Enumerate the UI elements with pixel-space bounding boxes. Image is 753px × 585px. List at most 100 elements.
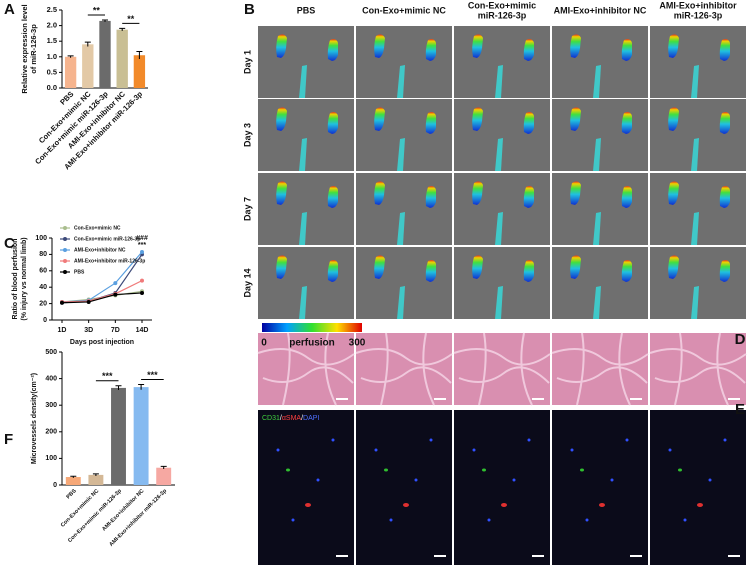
column-header: miR-126-3p (478, 10, 527, 20)
bar (88, 474, 104, 485)
y-tick-label: 60 (39, 268, 47, 275)
significance-label: ** (127, 14, 135, 24)
y-tick-label: 200 (45, 429, 57, 436)
y-tick-label: 0 (43, 317, 47, 324)
error-bar (84, 41, 91, 47)
marker (113, 281, 118, 286)
colorbar (262, 323, 362, 332)
column-header: AMI-Exo+inhibitor NC (554, 5, 647, 15)
y-tick-label: 0.5 (47, 67, 57, 76)
row-label: Day 7 (242, 197, 252, 221)
legend-marker (63, 270, 67, 274)
y-tick-label: 2.0 (47, 21, 57, 30)
x-axis-label: Days post injection (70, 339, 134, 346)
marker (86, 299, 91, 304)
error-bar (138, 383, 145, 390)
marker (140, 278, 144, 283)
significance-label: ** (93, 5, 101, 15)
stain-dapi: DAPI (303, 415, 319, 422)
column-header: Con-Exo+mimic NC (362, 5, 446, 15)
bar (82, 44, 94, 88)
bar (133, 387, 149, 485)
colorbar-min: 0 (261, 338, 267, 349)
y-axis-label: Relative expression level (20, 4, 29, 93)
marker (113, 292, 118, 297)
error-bar (160, 465, 167, 470)
error-bar (70, 475, 77, 478)
annotation: *** (138, 242, 146, 249)
y-tick-label: 500 (45, 349, 57, 356)
error-bar (102, 19, 108, 22)
legend-marker (63, 237, 67, 241)
panel-label: D (735, 331, 746, 348)
legend-marker (63, 259, 67, 263)
panel-label: B (244, 1, 255, 18)
row-label: Day 14 (242, 268, 252, 297)
significance-label: *** (147, 370, 158, 380)
bar (133, 55, 146, 88)
bar (111, 387, 126, 485)
y-tick-label: 1.5 (47, 36, 57, 45)
y-axis-label: Microvessels density(cm⁻²) (31, 373, 38, 464)
bar (99, 20, 111, 89)
column-header: Con-Exo+mimic (468, 0, 536, 10)
bar (65, 477, 81, 485)
y-tick-label: 80 (39, 251, 47, 258)
legend-label: AMI-Exo+inhibitor NC (74, 247, 126, 253)
series-line (61, 280, 143, 303)
y-tick-label: 1.0 (47, 52, 57, 61)
y-tick-label: 2.5 (47, 5, 57, 14)
y-tick-label: 100 (35, 235, 47, 242)
bar (156, 467, 172, 485)
y-tick-label: 0.0 (47, 83, 57, 92)
perfusion-images (258, 26, 746, 319)
stain-sep: / (301, 415, 303, 422)
series-line (61, 292, 143, 304)
stain-cd31: CD31 (262, 415, 280, 422)
y-axis-label: of miR-126-3p (29, 24, 38, 74)
y-tick-label: 100 (45, 455, 57, 462)
stain-asma: αSMA (282, 415, 302, 422)
error-bar (115, 385, 122, 391)
bar (116, 29, 128, 89)
annotation: ### (136, 235, 148, 242)
legend-label: Con-Exo+mimic NC (74, 225, 121, 231)
x-tick-label: 3D (84, 327, 93, 334)
error-bar (119, 27, 126, 31)
colorbar-label: perfusion (289, 338, 335, 349)
significance-label: *** (102, 371, 113, 381)
legend-marker (63, 248, 67, 252)
y-tick-label: 300 (45, 402, 57, 409)
marker (140, 249, 144, 254)
y-axis-label: Ratio of blood perfusion (12, 239, 19, 320)
column-header: PBS (297, 5, 316, 15)
column-header: AMI-Exo+inhibitor (659, 0, 737, 10)
legend-label: PBS (74, 269, 85, 275)
colorbar-max: 300 (349, 338, 366, 349)
stain-sep: / (280, 415, 282, 422)
marker (140, 290, 144, 295)
bar (64, 56, 77, 88)
x-tick-label: 7D (111, 327, 120, 334)
error-bar (67, 55, 74, 58)
x-tick-label: 1D (58, 327, 67, 334)
panel-label: F (4, 431, 13, 448)
fluorescence-images (257, 409, 747, 566)
x-tick-label: 14D (136, 327, 149, 334)
y-tick-label: 0 (53, 482, 57, 489)
marker (60, 300, 64, 305)
row-label: Day 1 (242, 50, 252, 74)
y-tick-label: 400 (45, 375, 57, 382)
x-tick-label: AMI-Exo+inhibitor NC (101, 488, 145, 532)
legend-label: AMI-Exo+inhibitor miR-126-3p (74, 258, 145, 264)
legend-label: Con-Exo+mimic miR-126-3p (74, 236, 140, 242)
x-tick-label: PBS (65, 488, 77, 500)
error-bar (92, 473, 99, 476)
y-tick-label: 40 (39, 284, 47, 291)
legend-marker (63, 226, 67, 230)
row-label: Day 3 (242, 123, 252, 147)
column-header: miR-126-3p (674, 10, 723, 20)
y-axis-label: (% injury vs normal limb) (21, 237, 28, 320)
error-bar (136, 50, 143, 59)
